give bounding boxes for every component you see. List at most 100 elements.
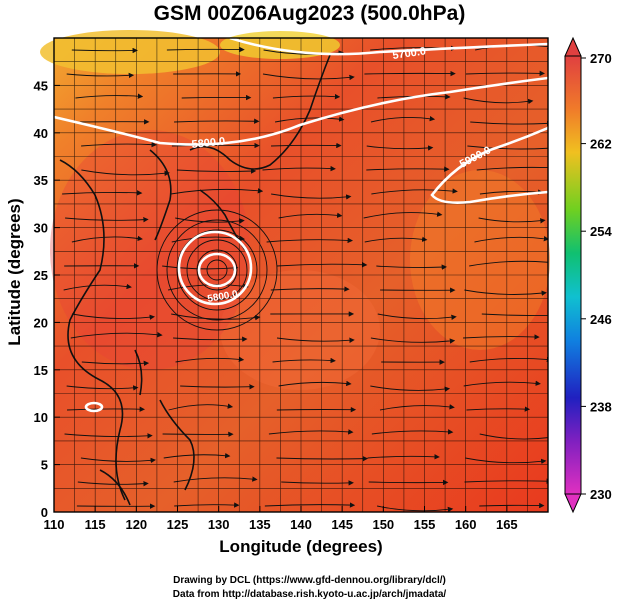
y-tick-label: 0	[41, 505, 48, 520]
streamline	[364, 236, 428, 243]
y-tick-label: 25	[34, 268, 48, 283]
streamline	[176, 168, 257, 174]
streamline	[171, 142, 260, 149]
streamline	[276, 337, 355, 343]
colorbar-bottom-arrow	[564, 493, 582, 514]
streamline	[274, 116, 345, 123]
streamline	[366, 166, 450, 172]
credit-data: Data from http://database.rish.kyoto-u.a…	[172, 589, 447, 600]
streamline	[80, 457, 156, 464]
y-tick-label: 35	[34, 173, 48, 188]
streamline	[262, 73, 355, 81]
streamline	[63, 283, 132, 291]
streamline	[371, 429, 454, 435]
streamline	[379, 404, 455, 411]
streamline	[180, 384, 255, 390]
y-axis: 0 5 10 15 20 25 30 35 40 45	[34, 78, 60, 520]
streamline	[173, 336, 248, 342]
height-contours	[54, 38, 548, 413]
contour-label-5800-typhoon: 5800.0	[207, 289, 239, 305]
streamline	[376, 264, 448, 270]
streamline	[66, 72, 135, 79]
colorbar	[564, 36, 582, 514]
x-axis: 110 115 120 125 130 135 140 145 150 155 160 165	[44, 506, 518, 532]
streamline	[171, 313, 261, 321]
streamline	[175, 356, 245, 363]
streamline	[70, 331, 163, 339]
streamline	[481, 313, 548, 316]
streamline	[478, 217, 546, 224]
colorbar-tick-label: 230	[590, 487, 612, 502]
streamline	[81, 141, 157, 148]
colorbar-tick-label: 270	[590, 51, 612, 66]
x-tick-label: 165	[496, 517, 518, 532]
y-tick-label: 10	[34, 410, 48, 425]
streamline	[276, 455, 369, 462]
colorbar-bar	[564, 55, 582, 495]
streamline	[479, 502, 545, 509]
streamline	[376, 505, 454, 512]
contour-label-5800-north: 5800.0	[191, 136, 226, 151]
y-tick-label: 5	[41, 458, 48, 473]
x-tick-label: 110	[44, 517, 65, 532]
streamline	[272, 357, 336, 364]
streamline	[71, 313, 155, 320]
streamline	[81, 169, 170, 177]
streamline	[281, 480, 354, 486]
streamline	[71, 47, 138, 54]
x-tick-label: 140	[290, 517, 312, 532]
streamline	[163, 452, 231, 459]
x-tick-label: 150	[372, 517, 394, 532]
streamline	[271, 193, 352, 200]
colorbar-tick-label: 246	[590, 312, 612, 327]
streamline	[367, 454, 440, 460]
typhoon-swirl	[186, 239, 248, 301]
streamline	[466, 406, 531, 412]
streamline	[174, 118, 260, 124]
y-tick-label: 45	[34, 78, 48, 93]
streamline	[181, 94, 252, 101]
streamline	[363, 211, 443, 219]
streamline	[377, 313, 457, 320]
streamline	[71, 235, 143, 243]
colorbar-ticks: 270 262 254 246 238 230	[581, 51, 612, 502]
credit-drawing: Drawing by DCL (https://www.gfd-dennou.o…	[173, 575, 446, 586]
streamline	[469, 260, 548, 267]
streamline	[278, 212, 343, 219]
streamline	[371, 188, 458, 195]
x-tick-label: 145	[331, 517, 353, 532]
streamline	[66, 385, 139, 391]
temperature-field	[40, 30, 550, 512]
streamline	[465, 70, 545, 77]
chart-title: GSM 00Z06Aug2023 (500.0hPa)	[153, 2, 466, 25]
streamline	[174, 502, 240, 508]
streamline	[272, 93, 341, 100]
streamline	[167, 283, 249, 291]
streamline	[175, 217, 245, 224]
streamline	[64, 433, 153, 439]
streamline	[262, 165, 336, 172]
streamline	[469, 356, 548, 363]
x-tick-label: 125	[167, 517, 189, 532]
streamline	[465, 457, 547, 465]
streamline	[75, 93, 144, 99]
x-axis-title: Longitude (degrees)	[219, 537, 383, 556]
colorbar-tick-label: 238	[590, 399, 612, 414]
y-tick-label: 20	[34, 315, 48, 330]
streamline	[364, 70, 456, 77]
typhoon-swirl	[196, 249, 238, 291]
streamline	[276, 262, 368, 268]
streamline	[66, 406, 146, 412]
grid-lines	[54, 38, 548, 512]
x-tick-label: 130	[208, 517, 230, 532]
streamline	[170, 188, 264, 195]
streamline	[368, 479, 449, 486]
streamline	[166, 46, 245, 53]
streamline	[168, 403, 234, 411]
typhoon-swirl	[166, 219, 268, 321]
streamline	[264, 502, 356, 508]
y-axis-title: Latitude (degrees)	[5, 198, 24, 346]
colorbar-top-arrow	[564, 36, 582, 57]
streamline	[463, 334, 540, 340]
